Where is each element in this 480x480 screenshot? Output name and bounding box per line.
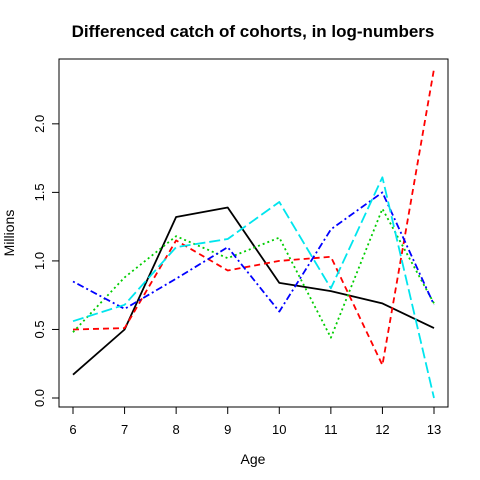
- y-tick-label: 0.5: [32, 320, 47, 338]
- chart-title: Differenced catch of cohorts, in log-num…: [72, 22, 435, 41]
- x-tick-label: 9: [224, 422, 231, 437]
- series-line-4: [72, 191, 435, 313]
- x-tick-label: 7: [121, 422, 128, 437]
- x-tick-label: 13: [427, 422, 441, 437]
- y-axis-label: Millions: [1, 210, 17, 257]
- y-axis: 0.0 0.5 1.0 1.5 2.0: [32, 115, 60, 407]
- series-line-5: [72, 176, 435, 399]
- x-axis-label: Age: [241, 451, 266, 467]
- plot-frame: [58, 58, 449, 408]
- x-axis: 6 7 8 9 10 11 12 13: [69, 406, 441, 437]
- y-tick-label: 0.0: [32, 389, 47, 407]
- x-tick-label: 8: [173, 422, 180, 437]
- series-layer: [72, 68, 435, 399]
- x-tick-label: 12: [375, 422, 389, 437]
- x-tick-label: 10: [272, 422, 286, 437]
- y-tick-label: 1.0: [32, 252, 47, 270]
- y-tick-label: 1.5: [32, 183, 47, 201]
- y-tick-label: 2.0: [32, 115, 47, 133]
- x-tick-label: 6: [69, 422, 76, 437]
- x-tick-label: 11: [324, 422, 338, 437]
- series-line-1: [72, 206, 435, 376]
- series-line-3: [72, 207, 435, 339]
